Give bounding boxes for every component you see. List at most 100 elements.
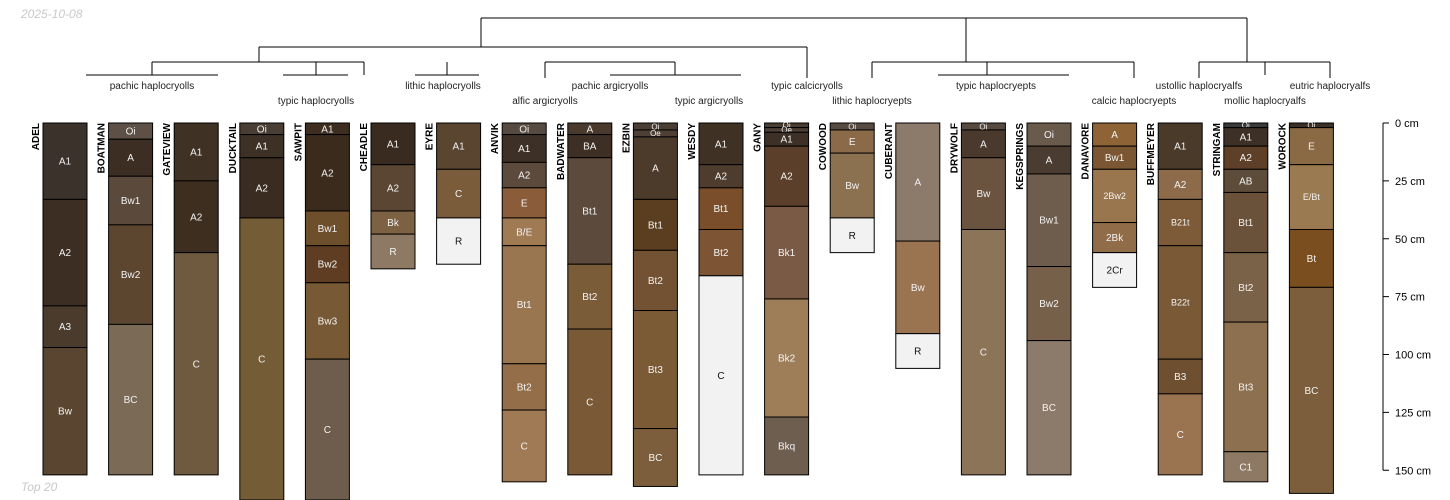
horizon-label: Bt1: [648, 220, 663, 231]
horizon-label: A2: [256, 183, 269, 194]
horizon-label: Bw2: [121, 270, 141, 281]
horizon-boatman-2: [108, 175, 154, 226]
profile-wesdy: A1 A2 Bt1 Bt2 C WESDY: [687, 122, 744, 476]
horizon-label: C: [324, 425, 331, 436]
horizon-label: C: [980, 348, 987, 359]
horizon-label: Bt2: [517, 382, 532, 393]
horizon-drywolf-2: [960, 157, 1006, 230]
horizon-gany-6: [764, 416, 810, 476]
axis-tick-label: 100 cm: [1395, 350, 1431, 362]
horizon-label: Bw: [911, 283, 926, 294]
taxon-label: typic calcicryolls: [771, 81, 843, 92]
horizon-kegsprings-3: [1026, 266, 1072, 342]
profile-gateview: A1 A2 C GATEVIEW: [162, 122, 219, 476]
profile-name: GANY: [753, 123, 764, 152]
profile-cowood: Oi E Bw R COWOOD: [818, 122, 875, 254]
horizon-sawpit-5: [304, 358, 350, 500]
taxon-label: lithic haplocryolls: [405, 81, 481, 92]
profile-drywolf: Oi A Bw C DRYWOLF: [949, 122, 1006, 476]
axis-tick-label: 0 cm: [1395, 118, 1419, 130]
horizon-label: Bt2: [713, 248, 728, 259]
profile-name: DRYWOLF: [949, 123, 960, 173]
horizon-ezbin-3: [632, 198, 678, 251]
horizon-label: Oi: [783, 121, 791, 130]
profile-name: CUBERANT: [884, 123, 895, 179]
horizon-label: BC: [648, 453, 662, 464]
horizon-gateview-1: [173, 180, 219, 254]
horizon-label: Oi: [519, 124, 529, 135]
horizon-buffmeyer-5: [1157, 393, 1203, 476]
profile-name: DANAVORE: [1081, 123, 1092, 180]
horizon-badwater-4: [567, 328, 613, 476]
horizon-label: A: [980, 139, 987, 150]
horizon-worock-1: [1288, 127, 1334, 166]
horizon-label: BA: [583, 142, 597, 153]
horizon-label: A3: [59, 322, 72, 333]
horizon-wesdy-3: [698, 228, 744, 277]
profile-danavore: A Bw1 2Bw2 2Bk 2Cr DANAVORE: [1081, 122, 1138, 288]
horizon-ducktail-3: [239, 217, 285, 500]
horizon-label: B21t: [1171, 218, 1190, 228]
horizon-label: A: [1046, 156, 1053, 167]
horizon-label: Bw: [976, 189, 991, 200]
profile-name: WOROCK: [1277, 122, 1288, 169]
horizon-eyre-2: [436, 217, 482, 265]
taxon-label: typic haplocryolls: [278, 96, 354, 107]
horizon-label: A1: [59, 157, 72, 168]
horizon-anvik-6: [501, 363, 547, 411]
horizon-boatman-4: [108, 323, 154, 476]
profile-worock: Oi E E/Bt Bt BC WOROCK: [1277, 121, 1334, 494]
horizon-label: Bkq: [778, 441, 795, 452]
profile-name: SAWPIT: [293, 123, 304, 161]
horizon-label: BC: [1304, 386, 1318, 397]
profile-ducktail: Oi A1 A2 C DUCKTAIL: [228, 122, 285, 500]
horizon-label: R: [455, 237, 462, 248]
horizon-kegsprings-4: [1026, 340, 1072, 476]
horizon-anvik-7: [501, 409, 547, 483]
horizon-buffmeyer-1: [1157, 168, 1203, 200]
horizon-gany-3: [764, 145, 810, 207]
horizon-label: E: [1308, 142, 1315, 153]
taxon-label: eutric haplocryalfs: [1290, 81, 1371, 92]
taxon-label: lithic haplocryepts: [832, 96, 911, 107]
horizon-label: A2: [715, 172, 728, 183]
horizon-label: Bt1: [517, 300, 532, 311]
profile-eyre: A1 C R EYRE: [425, 122, 482, 265]
horizon-label: A2: [1240, 153, 1253, 164]
profile-cheadle: A1 A2 Bk R CHEADLE: [359, 122, 416, 270]
horizon-label: Bw: [845, 181, 860, 192]
horizon-label: Bt2: [582, 292, 597, 303]
horizon-cowood-3: [829, 217, 875, 254]
horizon-buffmeyer-0: [1157, 122, 1203, 170]
horizon-gateview-2: [173, 252, 219, 476]
horizon-label: A1: [1240, 132, 1253, 143]
horizon-label: Oi: [1307, 121, 1315, 130]
horizon-label: Oi: [1044, 130, 1054, 141]
horizon-kegsprings-2: [1026, 173, 1072, 268]
taxon-label: calcic haplocryepts: [1092, 96, 1176, 107]
horizon-label: A1: [452, 142, 465, 153]
axis-tick-label: 25 cm: [1395, 176, 1425, 188]
horizon-anvik-5: [501, 245, 547, 365]
profile-stringam: Oi A1 A2 AB Bt1 Bt2 Bt3 C1 STRINGAM: [1212, 121, 1269, 483]
horizon-label: Oi: [848, 122, 856, 131]
horizon-label: A: [652, 164, 659, 175]
profile-name: COWOOD: [818, 123, 829, 170]
horizon-cheadle-1: [370, 164, 416, 212]
horizon-label: Bw1: [1105, 153, 1125, 164]
horizon-danavore-3: [1092, 222, 1138, 254]
horizon-label: A1: [387, 139, 400, 150]
horizon-badwater-3: [567, 263, 613, 330]
horizon-label: Bw1: [318, 224, 338, 235]
horizon-label: A: [914, 178, 921, 189]
horizon-boatman-3: [108, 224, 154, 325]
horizon-anvik-3: [501, 187, 547, 219]
horizon-label: Oi: [651, 122, 659, 131]
horizon-label: Oi: [979, 122, 987, 131]
horizon-stringam-7: [1223, 451, 1269, 483]
profile-badwater: A BA Bt1 Bt2 C BADWATER: [556, 122, 613, 476]
horizon-label: Oi: [257, 124, 267, 135]
horizon-worock-3: [1288, 228, 1334, 288]
